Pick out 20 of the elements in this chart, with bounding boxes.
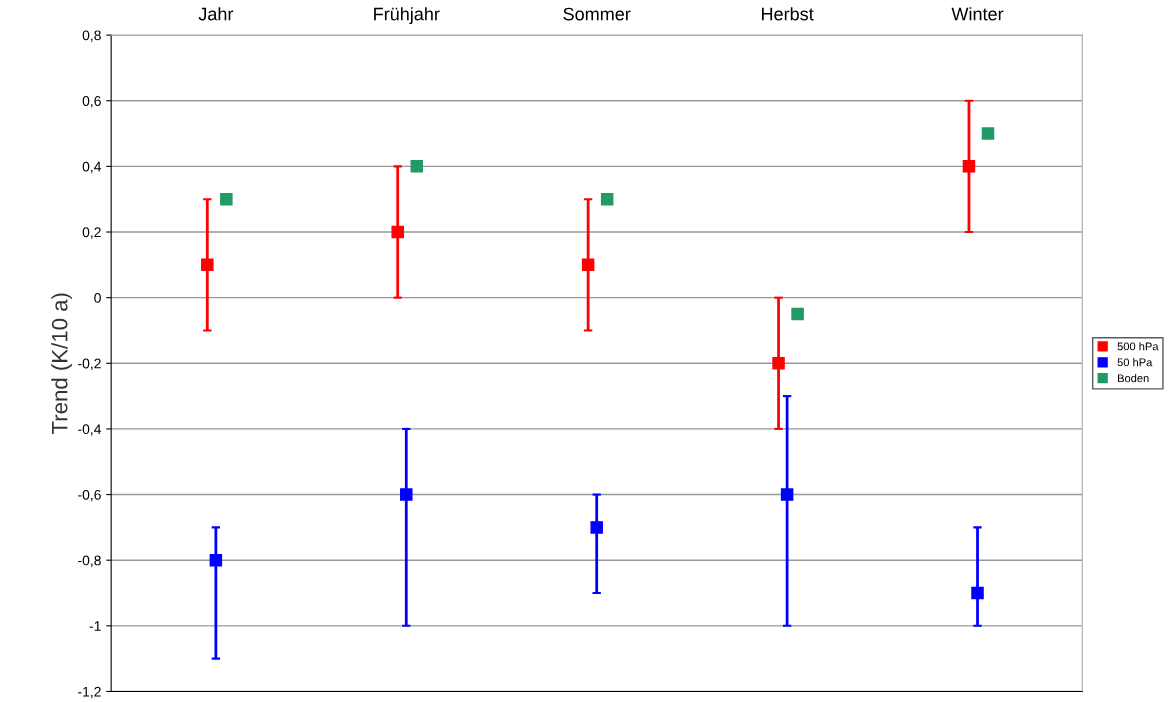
y-tick-label: -0,4 [78,424,102,436]
x-tick-label: Winter [951,7,1004,21]
y-tick-label: -0,6 [78,489,101,502]
y-tick-label: 0,2 [82,227,101,239]
y-tick-label: 0 [94,292,101,303]
y-tick-label: 0,4 [82,161,102,174]
y-axis-title: Trend (K/10 a) [51,293,72,434]
y-tick-label: 0,6 [82,96,101,108]
y-tick-label: 0,8 [82,30,101,42]
y-tick-label: -0,8 [78,555,101,568]
legend-label: Boden [1118,374,1149,383]
legend-label: 500 hPa [1117,342,1159,351]
x-tick-label: Sommer [563,7,631,21]
x-tick-label: Herbst [762,7,814,21]
x-tick-label: Frühjahr [374,7,440,24]
y-tick-label: -1,2 [78,686,101,699]
y-tick-label: -0,2 [78,358,101,371]
x-tick-label: Jahr [198,7,234,21]
legend-label: 50 hPa [1117,358,1153,367]
y-tick-label: -1 [89,621,101,631]
